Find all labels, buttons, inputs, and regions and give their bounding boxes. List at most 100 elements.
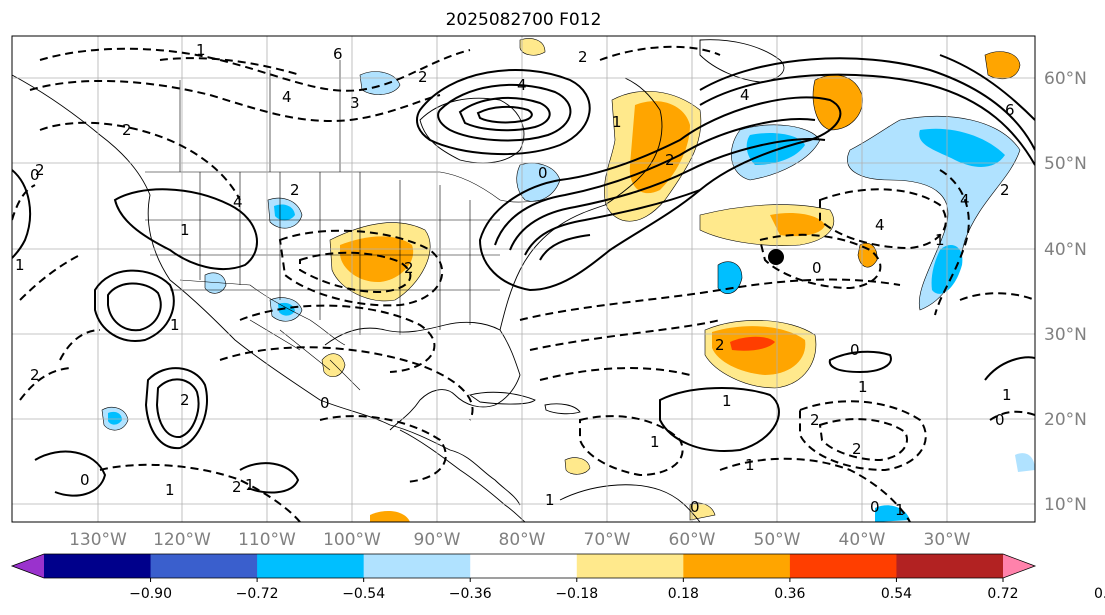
contour-solid-ridge-2 xyxy=(437,83,572,142)
contour-label: 1 xyxy=(858,378,868,396)
colorbar-tick-label: −0.54 xyxy=(342,586,385,602)
lon-label: 120°W xyxy=(153,530,211,550)
lon-label: 70°W xyxy=(584,530,631,550)
contour-solid-bottom-2 xyxy=(239,462,300,494)
contour-dashed-16 xyxy=(579,415,684,477)
colorbar-tick-label: 0.72 xyxy=(987,586,1018,602)
contour-solid-subtropics-2 xyxy=(828,350,892,374)
lon-label: 130°W xyxy=(69,530,127,550)
contour-dashed-23 xyxy=(934,169,970,316)
anomaly-negative-rockies-core xyxy=(274,204,295,221)
central-america xyxy=(399,429,526,522)
contour-label: 4 xyxy=(233,193,243,211)
contour-label: 1 xyxy=(895,501,905,519)
contour-solid-ridge-4 xyxy=(476,105,533,124)
contour-dashed-18 xyxy=(59,329,101,361)
map-title: 2025082700 F012 xyxy=(445,10,602,30)
contour-label: 0 xyxy=(690,498,700,516)
colorbar-tick-label: −0.90 xyxy=(129,586,172,602)
anomaly-positive-gulf xyxy=(321,353,346,378)
north-america-coast xyxy=(12,74,521,506)
anomaly-positive-ne-atlantic xyxy=(984,51,1021,80)
contour-label: 3 xyxy=(350,94,360,112)
anomaly-negative-far-east xyxy=(1015,453,1035,472)
lat-label: 30°N xyxy=(1044,325,1087,345)
colorbar-outline xyxy=(10,553,1037,579)
contour-label: 0 xyxy=(870,498,880,516)
colorbar-tick-label: 0.18 xyxy=(668,586,699,602)
contour-label: 2 xyxy=(180,391,190,409)
contour-label: 1 xyxy=(650,433,660,451)
contour-dashed-24 xyxy=(959,292,1035,301)
colorbar-segment xyxy=(576,554,684,578)
mexico-states xyxy=(249,319,361,391)
contour-solid-north-3 xyxy=(939,54,1035,121)
contour-dashed-2 xyxy=(29,79,441,122)
contour-label: 4 xyxy=(875,216,885,234)
contour-label: 1 xyxy=(612,113,622,131)
contour-label: 2 xyxy=(715,336,725,354)
contour-label: 2 xyxy=(418,68,428,86)
latitude-labels: 60°N 50°N 40°N 30°N 20°N 10°N xyxy=(1044,69,1087,515)
anomaly-positive-bottom xyxy=(689,502,716,521)
longitude-labels: 130°W 120°W 110°W 100°W 90°W 80°W 70°W 6… xyxy=(69,530,971,550)
contour-label: 2 xyxy=(665,151,675,169)
lat-label: 20°N xyxy=(1044,410,1087,430)
greenland xyxy=(699,39,785,83)
colorbar-segment xyxy=(150,554,258,578)
lon-label: 60°W xyxy=(669,530,716,550)
colorbar-segment xyxy=(470,554,578,578)
contour-solid-trough-2 xyxy=(494,118,816,246)
contour-dashed-8 xyxy=(219,346,474,421)
lon-label: 30°W xyxy=(924,530,971,550)
contour-dashed-25 xyxy=(159,57,301,76)
gulf-coast xyxy=(324,321,521,431)
lat-label: 40°N xyxy=(1044,240,1087,260)
contour-label: 1 xyxy=(545,491,555,509)
contour-dashed-9 xyxy=(519,278,901,321)
contour-label: 2 xyxy=(35,161,45,179)
contour-solid-trough-3 xyxy=(509,138,826,251)
location-marker-dot xyxy=(768,249,784,265)
contour-solid-north-1 xyxy=(699,57,1035,151)
lon-label: 40°W xyxy=(839,530,886,550)
hudson-bay xyxy=(419,97,525,164)
contour-solid-pacific-2 xyxy=(107,282,162,332)
contour-solid-pacific-4 xyxy=(155,378,200,439)
colorbar-tick-label: 0.90 xyxy=(1094,586,1105,602)
contour-solid-trough-5 xyxy=(539,234,591,261)
colorbar-segment xyxy=(896,554,1004,578)
contour-solid-pacific-3 xyxy=(144,367,208,450)
contour-labels: 1 6 4 3 2 2 4 2 6 4 2 1 2 1 1 2 1 4 0 2 xyxy=(15,41,1015,519)
colorbar-extend-left xyxy=(12,554,44,578)
contour-solid-pacific-1 xyxy=(94,269,175,342)
colorbar-tick-label: −0.36 xyxy=(449,586,492,602)
contour-label: 1 xyxy=(745,456,755,474)
contour-label: 1 xyxy=(170,316,180,334)
anomaly-positive-caribbean xyxy=(564,457,591,475)
contour-solid-ridge-3 xyxy=(458,96,551,132)
colorbar-segment xyxy=(257,554,365,578)
contour-label: 2 xyxy=(852,440,862,458)
contour-label: 0 xyxy=(995,411,1005,429)
contour-solid-bottom-1 xyxy=(34,450,107,497)
lon-label: 80°W xyxy=(499,530,546,550)
colorbar-segment xyxy=(789,554,897,578)
lat-label: 60°N xyxy=(1044,69,1087,89)
contour-label: 0 xyxy=(80,471,90,489)
contour-dashed-17 xyxy=(319,415,447,483)
contour-dashed-15 xyxy=(818,418,908,462)
colorbar-tick-label: −0.72 xyxy=(236,586,279,602)
dashed-contours xyxy=(12,45,1035,522)
anomaly-negative-hudson xyxy=(359,71,401,95)
solid-contours xyxy=(12,54,1035,497)
contour-label: 4 xyxy=(282,88,292,106)
contour-label: 2 xyxy=(232,478,242,496)
contour-label: 1 xyxy=(15,256,25,274)
contour-dashed-5 xyxy=(299,251,412,294)
contour-label: 6 xyxy=(1005,101,1015,119)
contour-label: 2 xyxy=(404,259,414,277)
contour-dashed-19 xyxy=(19,367,71,401)
map-background xyxy=(12,36,1035,522)
